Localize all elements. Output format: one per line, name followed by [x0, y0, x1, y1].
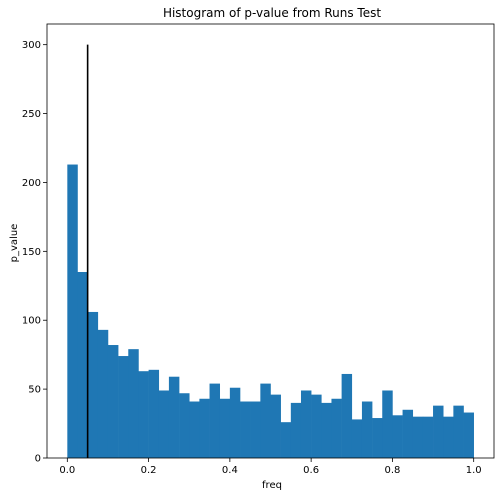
- histogram-bar: [158, 390, 170, 458]
- histogram-bar: [199, 398, 210, 458]
- histogram-bar: [138, 371, 149, 458]
- histogram-bar: [128, 349, 139, 458]
- y-axis-label: p_value: [9, 224, 20, 263]
- y-tick-label: 300: [22, 40, 41, 51]
- x-tick-label: 0.6: [303, 465, 319, 476]
- histogram-bar: [179, 393, 190, 458]
- histogram-bar: [97, 329, 109, 458]
- histogram-bar: [351, 419, 363, 458]
- x-axis-label: freq: [262, 480, 282, 491]
- x-axis-ticks: 0.0 0.2 0.4 0.6 0.8 1.0: [59, 458, 482, 476]
- histogram-bar: [372, 418, 383, 458]
- histogram-bar: [402, 409, 414, 458]
- histogram-bar: [229, 387, 241, 458]
- histogram-bar: [209, 383, 221, 458]
- y-axis-ticks: 0 50 100 150 200 250 300: [22, 40, 47, 465]
- x-tick-label: 1.0: [466, 465, 482, 476]
- y-tick-label: 0: [35, 454, 41, 465]
- x-tick-label: 0.0: [59, 465, 75, 476]
- chart-title: Histogram of p-value from Runs Test: [163, 6, 381, 20]
- y-tick-label: 100: [22, 316, 41, 327]
- histogram-bar: [250, 401, 261, 458]
- histogram-bar: [168, 376, 180, 458]
- histogram-bar: [422, 416, 434, 458]
- histogram-bar: [260, 383, 271, 458]
- axes-frame: [46, 23, 495, 459]
- histogram-bar: [412, 416, 424, 458]
- histogram-bar: [290, 402, 302, 458]
- histogram-bar: [270, 394, 281, 458]
- histogram-bar: [463, 412, 474, 458]
- x-tick-label: 0.2: [141, 465, 157, 476]
- histogram-bar: [118, 356, 129, 458]
- histogram-bar: [67, 164, 78, 459]
- histogram-bar: [361, 401, 373, 458]
- y-tick-label: 150: [22, 247, 41, 258]
- x-tick-label: 0.4: [222, 465, 238, 476]
- histogram-bar: [382, 390, 393, 458]
- histogram-bar: [107, 345, 119, 458]
- histogram-bar: [392, 415, 403, 458]
- plot-frame: [46, 23, 495, 459]
- histogram-bar: [453, 405, 464, 458]
- histogram-bar: [219, 398, 231, 458]
- histogram-bar: [148, 369, 160, 458]
- x-tick-label: 0.8: [384, 465, 400, 476]
- histogram-bar: [443, 416, 454, 458]
- y-tick-label: 200: [22, 178, 41, 189]
- histogram-bar: [189, 401, 200, 458]
- histogram-bar: [77, 272, 88, 458]
- histogram-bar: [280, 422, 292, 458]
- y-tick-label: 50: [28, 385, 41, 396]
- y-tick-label: 250: [22, 109, 41, 120]
- histogram-bar: [321, 402, 332, 458]
- histogram-bar: [300, 390, 312, 458]
- histogram-bar: [433, 405, 444, 458]
- histogram-bars: [67, 164, 474, 459]
- histogram-bar: [311, 394, 322, 458]
- histogram-bar: [331, 398, 342, 458]
- histogram-bar: [240, 401, 251, 458]
- histogram-bar: [87, 311, 99, 458]
- histogram-bar: [341, 373, 353, 458]
